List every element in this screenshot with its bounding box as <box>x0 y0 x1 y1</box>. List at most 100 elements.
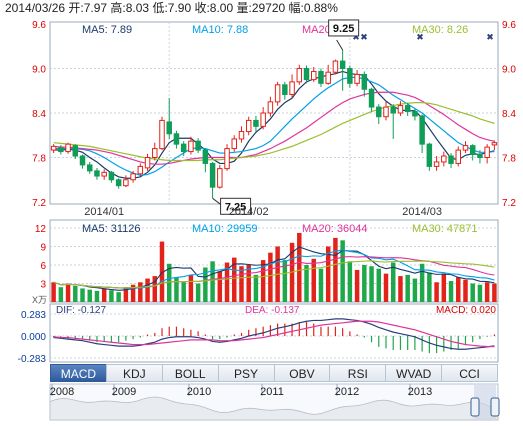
price-y-tick-left: 8.4 <box>32 109 46 120</box>
volume-ma-line <box>53 260 495 289</box>
price-candle-body <box>65 143 71 153</box>
volume-bar <box>253 274 259 302</box>
volume-bar <box>362 265 367 302</box>
volume-bar <box>376 268 382 302</box>
volume-bar <box>116 292 121 302</box>
volume-bar <box>138 282 143 302</box>
volume-bar <box>94 290 100 302</box>
volume-bar <box>268 252 273 302</box>
tab-boll[interactable]: BOLL <box>161 364 218 382</box>
price-ma-line-ma20 <box>53 91 495 165</box>
volume-bar <box>354 269 360 302</box>
volume-bar <box>412 278 418 302</box>
tab-wvad[interactable]: WVAD <box>385 364 442 382</box>
price-candle-body <box>419 115 425 145</box>
price-candle-body <box>412 111 418 117</box>
price-y-tick-left: 9.6 <box>32 20 46 31</box>
volume-bar <box>109 290 114 302</box>
volume-ma-line <box>53 246 495 291</box>
volume-bar <box>130 284 136 302</box>
price-event-marker: ✖ <box>486 32 494 42</box>
price-candle-body <box>267 101 274 114</box>
price-candle-body <box>253 119 259 127</box>
tab-psy[interactable]: PSY <box>217 364 274 382</box>
price-candle-body <box>455 149 461 164</box>
volume-bar <box>456 277 461 302</box>
volume-bar <box>311 258 316 302</box>
macd-dea-label: DEA: -0.137 <box>245 305 300 316</box>
volume-bar <box>174 277 179 302</box>
volume-bar <box>239 266 244 302</box>
price-candle-body <box>79 155 86 166</box>
volume-bar <box>260 260 266 302</box>
price-x-tick: 2014/01 <box>84 206 124 218</box>
volume-bar <box>232 257 237 302</box>
macd-y-tick: 0.000 <box>21 332 46 343</box>
price-candle-body <box>209 162 216 188</box>
volume-legend-1: MA10: 29959 <box>192 223 257 235</box>
price-candle-body <box>87 164 93 172</box>
price-candle-body <box>217 168 223 188</box>
volume-bar <box>101 288 107 302</box>
price-candle-body <box>58 147 64 153</box>
low-callout-label: 7.25 <box>225 201 246 213</box>
volume-bar <box>282 260 288 302</box>
volume-legend-3: MA30: 47871 <box>412 223 477 235</box>
tab-macd[interactable]: MACD <box>50 364 106 382</box>
tab-kdj[interactable]: KDJ <box>105 364 162 382</box>
timeline-year-label: 2011 <box>260 386 284 398</box>
price-ma-line-ma30 <box>53 102 495 162</box>
price-candle-body <box>448 155 454 164</box>
volume-bar <box>304 265 309 302</box>
volume-bar <box>398 276 403 302</box>
price-candle-body <box>441 155 447 163</box>
macd-dif-line <box>53 318 495 350</box>
tab-cci[interactable]: CCI <box>441 364 498 382</box>
volume-bar <box>65 283 71 302</box>
price-candle-body <box>180 143 187 153</box>
macd-y-tick: -0.283 <box>18 354 47 365</box>
volume-bar <box>123 287 129 302</box>
price-y-tick-right: 7.2 <box>502 198 516 209</box>
volume-bar <box>297 232 302 302</box>
volume-bar <box>188 274 194 302</box>
volume-bar <box>73 285 78 302</box>
macd-dif-label: DIF: -0.127 <box>56 305 106 316</box>
volume-bar <box>51 282 56 302</box>
timeline-year-label: 2012 <box>335 386 359 398</box>
volume-bar <box>152 276 158 302</box>
volume-legend-0: MA5: 31126 <box>82 223 141 235</box>
volume-bar <box>203 267 208 302</box>
price-y-tick-right: 8.4 <box>502 109 516 120</box>
price-candle-body <box>383 106 389 118</box>
timeline-year-label: 2013 <box>408 386 432 398</box>
price-candle-body <box>354 73 360 84</box>
price-candle-body <box>361 73 368 90</box>
volume-bar <box>340 240 345 302</box>
price-candle-body <box>347 68 353 84</box>
high-callout-leader <box>336 39 344 51</box>
price-y-tick-right: 7.8 <box>502 154 516 165</box>
price-candle-body <box>325 71 331 84</box>
price-candle-body <box>115 179 122 187</box>
macd-value-label: MACD: 0.020 <box>436 305 496 316</box>
timeline-right-handle[interactable] <box>490 397 500 417</box>
price-event-marker: ✖ <box>416 32 424 42</box>
timeline-year-label: 2009 <box>112 386 136 398</box>
volume-bar <box>166 263 172 302</box>
price-legend-1: MA10: 7.88 <box>192 24 248 36</box>
price-candle-body <box>245 119 252 133</box>
volume-bar <box>463 279 468 302</box>
volume-bar <box>441 273 447 302</box>
price-candle-body <box>159 119 165 150</box>
timeline-left-handle[interactable] <box>470 397 480 417</box>
price-candle-body <box>231 138 237 150</box>
price-candle-body <box>72 145 79 157</box>
price-candle-body <box>477 154 483 159</box>
price-candle-body <box>137 165 144 175</box>
price-candle-body <box>332 60 339 73</box>
price-candle-body <box>426 143 433 167</box>
tab-rsi[interactable]: RSI <box>329 364 386 382</box>
tab-obv[interactable]: OBV <box>273 364 330 382</box>
price-candle-body <box>376 106 382 118</box>
